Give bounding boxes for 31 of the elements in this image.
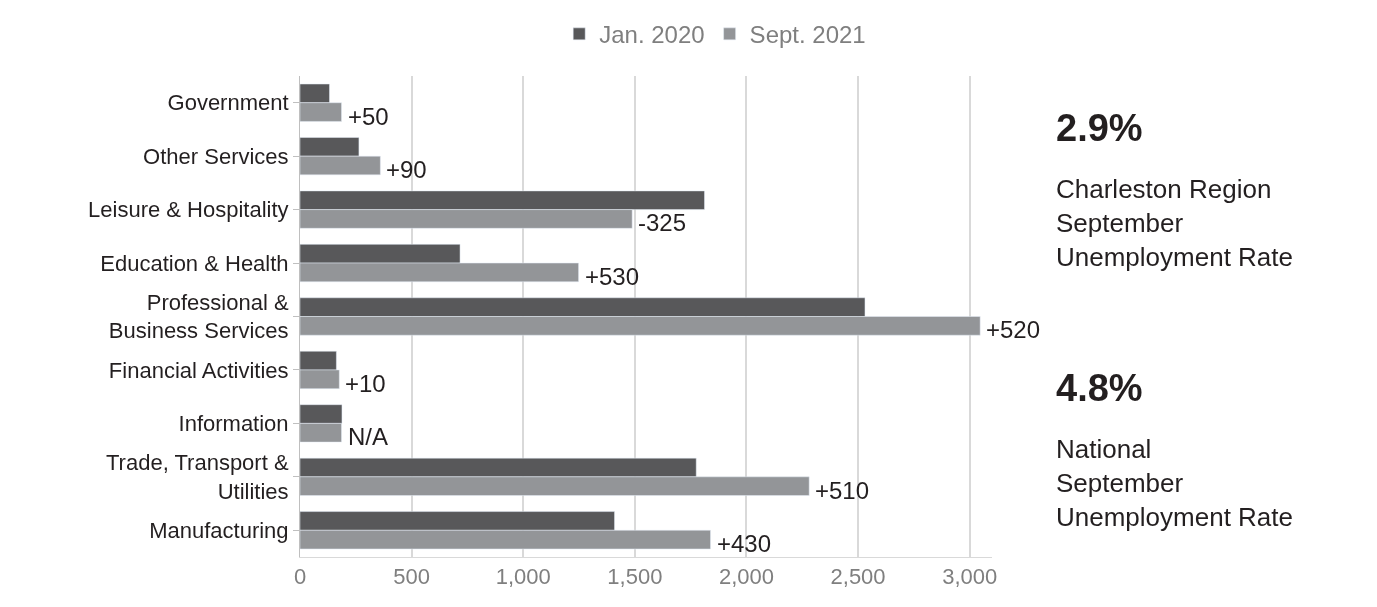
- annotation: +530: [585, 263, 640, 290]
- y-tick-label: Trade, Transport & Utilities: [105, 450, 289, 504]
- annotation: +10: [345, 370, 386, 397]
- y-tick-label: Financial Activities: [108, 357, 289, 383]
- x-tick-label: 500: [393, 564, 430, 590]
- annotation: +430: [717, 530, 772, 557]
- legend-label: Sept. 2021: [749, 21, 866, 49]
- y-tick-label: Manufacturing: [149, 517, 289, 543]
- text: Charleston Region September Unemployment Rate: [1056, 174, 1293, 272]
- annotation: +510: [815, 477, 870, 504]
- annotation: -325: [638, 209, 687, 236]
- y-tick-label: Professional & Business Services: [108, 289, 289, 344]
- text: National September Unemployment Rate: [1056, 434, 1293, 532]
- annotation: +50: [348, 103, 389, 130]
- x-tick-label: 1,000: [495, 564, 551, 590]
- text: 2.9%: [1056, 107, 1143, 149]
- x-tick-label: 3,000: [942, 564, 998, 590]
- annotation: +520: [986, 316, 1041, 343]
- x-tick-label: 2,000: [718, 564, 774, 590]
- x-tick-label: 1,500: [607, 564, 663, 590]
- x-tick-label: 0: [293, 564, 307, 590]
- text: 4.8%: [1056, 367, 1143, 409]
- annotation: N/A: [348, 423, 389, 450]
- y-tick-label: Government: [167, 90, 289, 116]
- y-tick-label: Other Services: [143, 143, 289, 169]
- legend-label: Jan. 2020: [599, 21, 705, 49]
- x-tick-label: 2,500: [830, 564, 886, 590]
- annotation: +90: [386, 156, 427, 183]
- y-tick-label: Information: [178, 411, 289, 437]
- y-tick-label: Education & Health: [100, 250, 289, 276]
- y-tick-label: Leisure & Hospitality: [88, 197, 289, 223]
